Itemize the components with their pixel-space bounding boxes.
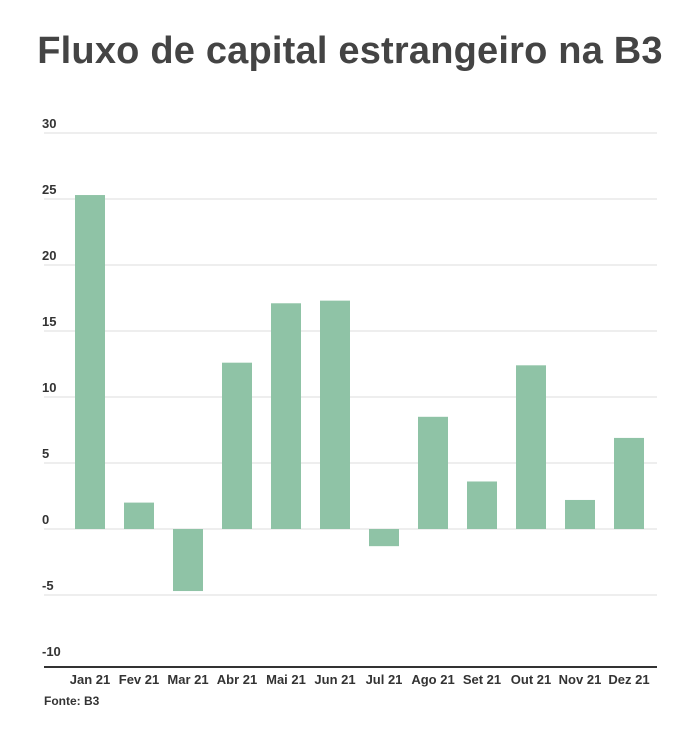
x-tick-label: Jan 21 [70,672,110,687]
y-tick-label: 20 [42,248,56,263]
y-tick-label: -5 [42,578,54,593]
y-tick-label: 0 [42,512,49,527]
y-tick-label: 25 [42,182,56,197]
source-note: Fonte: B3 [44,694,100,708]
bar [173,529,203,592]
x-axis-ticks: Jan 21 Fev 21 Mar 21 Abr 21 Mai 21 Jun 21 Jul … [70,672,650,687]
x-tick-label: Mar 21 [167,672,208,687]
gridlines [44,132,657,596]
bar [124,502,154,529]
bar [614,437,644,529]
y-tick-label: 5 [42,446,49,461]
x-tick-label: Mai 21 [266,672,306,687]
x-tick-label: Fev 21 [119,672,159,687]
bar [516,365,546,529]
x-tick-label: Jun 21 [314,672,355,687]
chart-title: Fluxo de capital estrangeiro na B3 [37,30,663,72]
bar [467,481,497,529]
bar [222,362,252,529]
x-tick-label: Dez 21 [608,672,649,687]
x-tick-label: Set 21 [463,672,501,687]
y-tick-label: -10 [42,644,61,659]
y-tick-label: 30 [42,116,56,131]
y-tick-label: 10 [42,380,56,395]
bar [271,303,301,529]
x-tick-label: Out 21 [511,672,551,687]
x-tick-label: Abr 21 [217,672,257,687]
x-tick-label: Jul 21 [366,672,403,687]
x-tick-label: Ago 21 [411,672,454,687]
x-tick-label: Nov 21 [559,672,602,687]
bars [75,195,644,592]
bar [565,499,595,529]
bar [418,416,448,529]
y-axis-ticks: 30 25 20 15 10 5 0 -5 -10 [42,116,61,659]
bar [369,529,399,547]
bar [75,195,105,530]
y-tick-label: 15 [42,314,56,329]
bar [320,300,350,529]
